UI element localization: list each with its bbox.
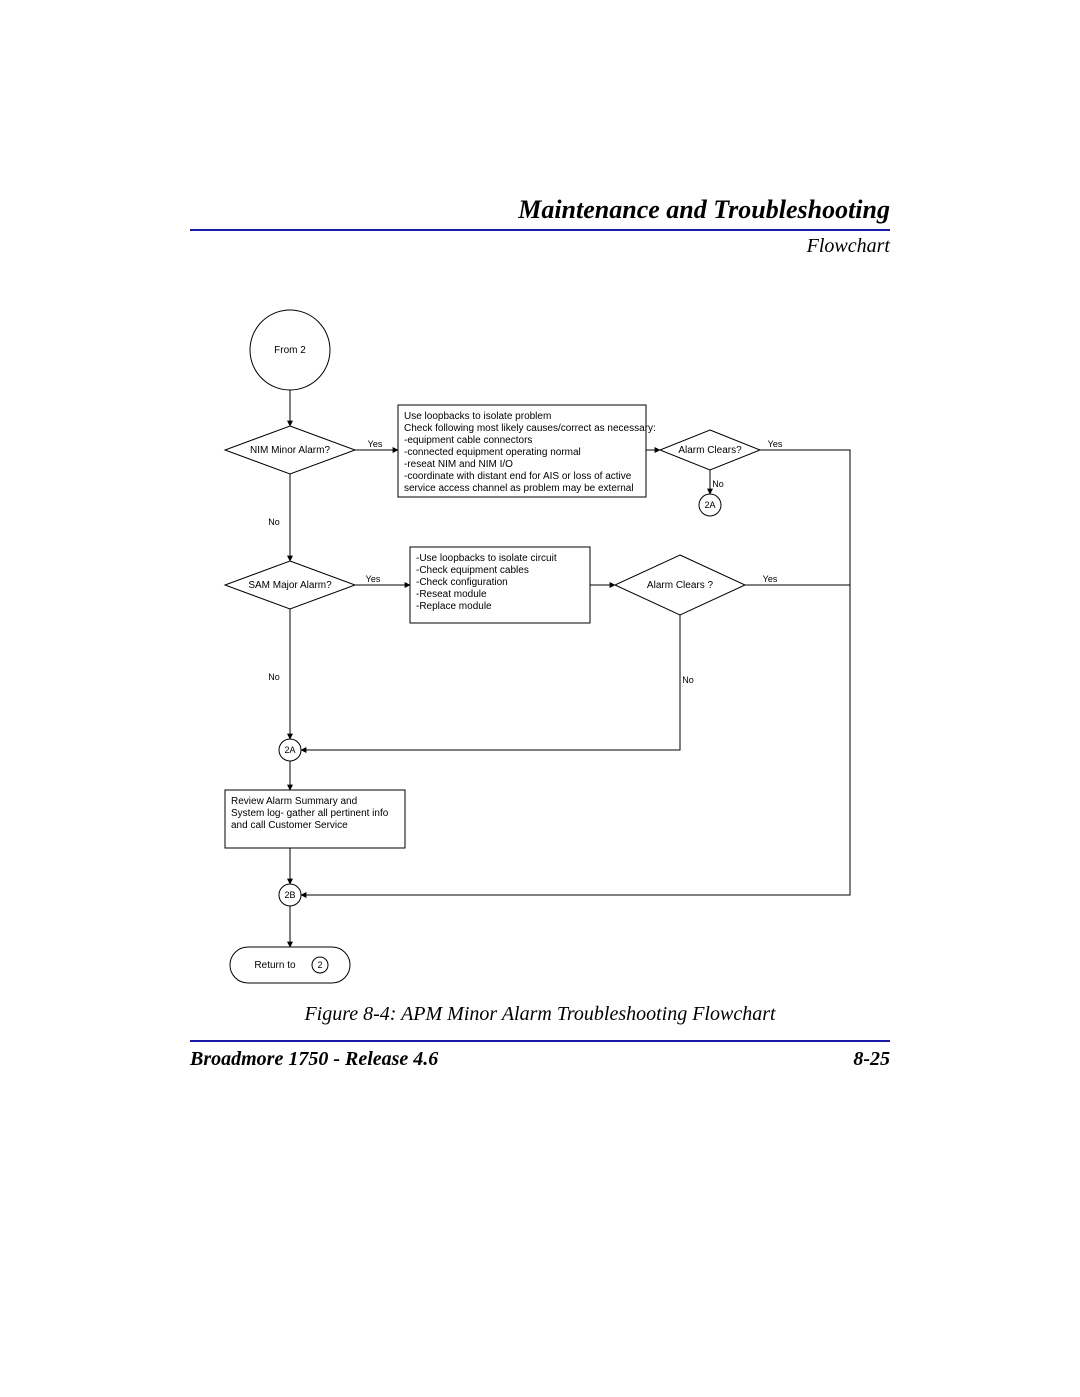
svg-text:SAM Major Alarm?: SAM Major Alarm? xyxy=(248,580,332,591)
page-footer: Broadmore 1750 - Release 4.6 8-25 xyxy=(190,1040,890,1071)
header-rule xyxy=(190,229,890,231)
svg-text:-Check configuration: -Check configuration xyxy=(416,577,508,588)
header-title: Maintenance and Troubleshooting xyxy=(190,195,890,225)
svg-text:Yes: Yes xyxy=(768,439,783,449)
svg-text:service access channel as prob: service access channel as problem may be… xyxy=(404,483,634,494)
svg-text:and call Customer Service: and call Customer Service xyxy=(231,820,348,831)
page-header: Maintenance and Troubleshooting Flowchar… xyxy=(190,195,890,258)
svg-text:Alarm Clears?: Alarm Clears? xyxy=(678,445,742,456)
svg-text:2: 2 xyxy=(317,960,322,970)
svg-text:Use loopbacks to isolate probl: Use loopbacks to isolate problem xyxy=(404,411,551,422)
svg-text:2A: 2A xyxy=(284,745,295,755)
svg-text:Yes: Yes xyxy=(366,574,381,584)
svg-text:Review Alarm Summary and: Review Alarm Summary and xyxy=(231,796,357,807)
figure-caption: Figure 8-4: APM Minor Alarm Troubleshoot… xyxy=(190,1003,890,1026)
svg-text:System log- gather all pertine: System log- gather all pertinent info xyxy=(231,808,389,819)
svg-text:Check following most likely ca: Check following most likely causes/corre… xyxy=(404,423,656,434)
svg-text:-reseat NIM and NIM I/O: -reseat NIM and NIM I/O xyxy=(404,459,513,470)
svg-text:No: No xyxy=(268,517,280,527)
svg-text:-Reseat module: -Reseat module xyxy=(416,589,487,600)
svg-text:No: No xyxy=(682,675,694,685)
svg-text:From 2: From 2 xyxy=(274,345,306,356)
footer-rule xyxy=(190,1040,890,1042)
svg-text:-connected equipment operating: -connected equipment operating normal xyxy=(404,447,581,458)
svg-text:No: No xyxy=(712,479,724,489)
flowchart-svg: Yes Yes No No Yes Yes No No From 2 NIM Minor Alar… xyxy=(190,295,890,1015)
flowchart-figure: Yes Yes No No Yes Yes No No From 2 NIM Minor Alar… xyxy=(190,295,890,1015)
header-subtitle: Flowchart xyxy=(190,235,890,258)
svg-text:-Check equipment cables: -Check equipment cables xyxy=(416,565,529,576)
footer-left: Broadmore 1750 - Release 4.6 xyxy=(190,1048,438,1071)
svg-text:-Use loopbacks to isolate circ: -Use loopbacks to isolate circuit xyxy=(416,553,557,564)
svg-text:Return to: Return to xyxy=(254,960,296,971)
svg-text:-coordinate with distant end: -coordinate with distant end for AIS or … xyxy=(404,471,632,482)
footer-right: 8-25 xyxy=(853,1048,890,1071)
svg-text:2B: 2B xyxy=(284,890,295,900)
svg-text:No: No xyxy=(268,672,280,682)
svg-text:NIM Minor Alarm?: NIM Minor Alarm? xyxy=(250,445,330,456)
svg-text:2A: 2A xyxy=(704,500,715,510)
svg-text:-equipment cable connectors: -equipment cable connectors xyxy=(404,435,532,446)
svg-text:Alarm Clears ?: Alarm Clears ? xyxy=(647,580,714,591)
svg-text:Yes: Yes xyxy=(368,439,383,449)
svg-text:Yes: Yes xyxy=(763,574,778,584)
svg-text:-Replace module: -Replace module xyxy=(416,601,492,612)
